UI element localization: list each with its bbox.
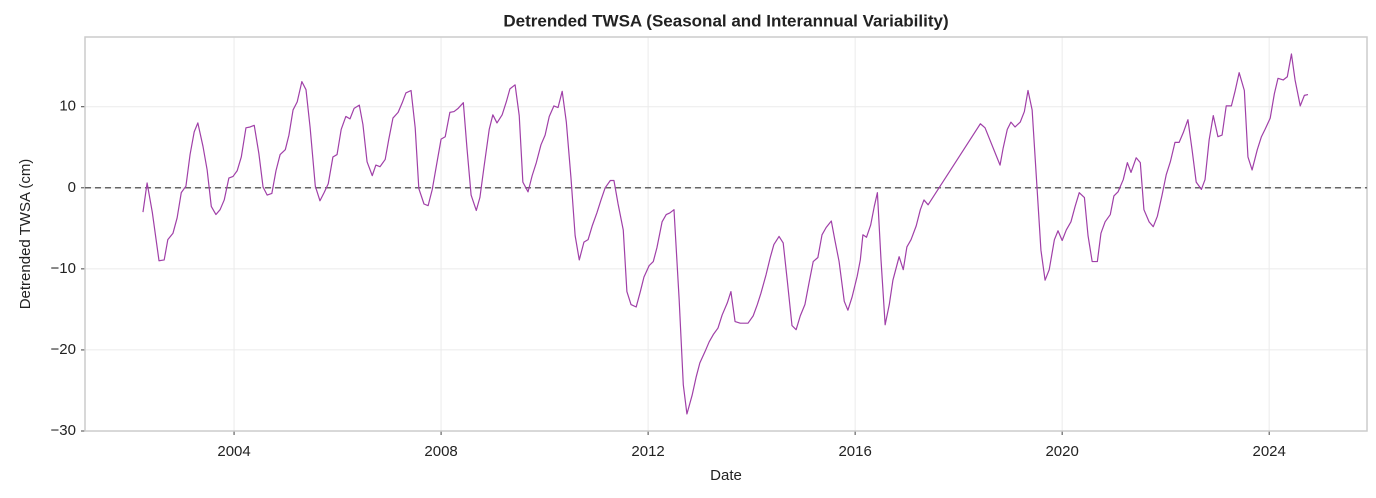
x-tick-label: 2004 [217,443,250,460]
x-tick-label: 2016 [838,443,871,460]
x-axis-label: Date [710,467,742,484]
y-tick-label: −30 [51,422,76,439]
chart-title: Detrended TWSA (Seasonal and Interannual… [503,11,948,30]
y-tick-label: 10 [59,98,76,115]
x-tick-label: 2020 [1045,443,1078,460]
y-axis-label: Detrended TWSA (cm) [17,159,34,310]
x-tick-label: 2012 [631,443,664,460]
y-tick-label: −20 [51,341,76,358]
y-tick-label: 0 [68,179,76,196]
y-tick-label: −10 [51,260,76,277]
plot-frame [84,36,1368,432]
x-tick-label: 2024 [1252,443,1285,460]
x-tick-label: 2008 [424,443,457,460]
data-line [142,53,1309,415]
